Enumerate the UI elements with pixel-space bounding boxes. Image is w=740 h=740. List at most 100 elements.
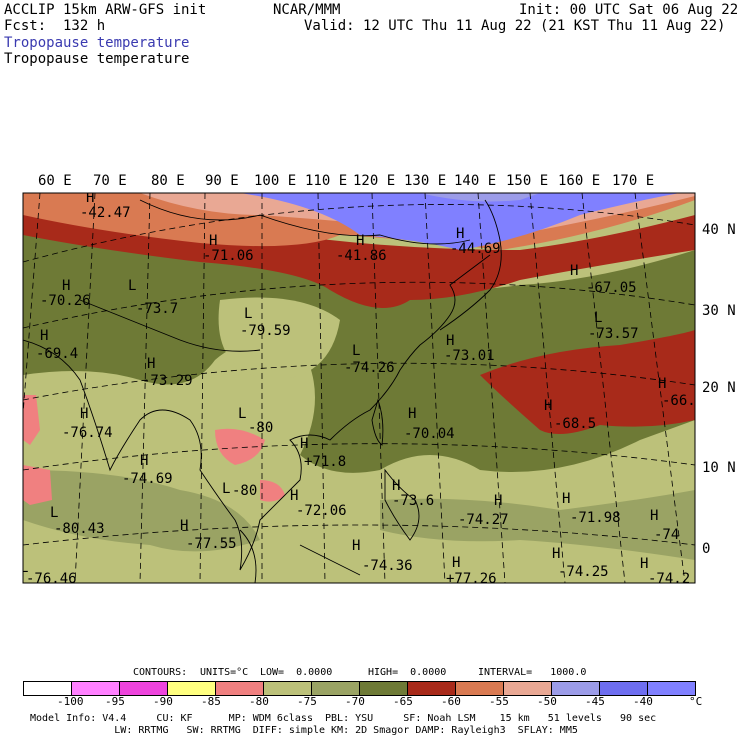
japan-coast <box>439 199 502 331</box>
colorbar-tick-label: -65 <box>393 695 413 708</box>
contour-interval: INTERVAL= 1000.0 <box>478 667 587 678</box>
field-title-primary: Tropopause temperature <box>4 35 190 51</box>
extremum-mark: H <box>494 493 502 509</box>
extremum-value: -73.57 <box>588 326 639 342</box>
extremum-value: -80 <box>248 420 273 436</box>
extremum-value: -73.6 <box>392 493 434 509</box>
extremum-mark: H <box>80 406 88 422</box>
extremum-mark: H <box>209 233 217 249</box>
forecast-hour: Fcst: 132 h <box>4 18 106 34</box>
extremum-value: -71.98 <box>570 510 621 526</box>
lon-line-140 <box>477 193 506 583</box>
model-info-line-2: LW: RRTMG SW: RRTMG DIFF: simple KM: 2D … <box>30 725 578 736</box>
colorbar-swatch <box>263 681 311 696</box>
extremum-value: +77.26 <box>446 571 497 587</box>
mainland-coast <box>23 254 491 571</box>
colorbar-tick-label: -95 <box>105 695 125 708</box>
extremum-value: -70.26 <box>40 293 91 309</box>
colorbar-tick-label: -85 <box>201 695 221 708</box>
extremum-mark: H <box>356 233 364 249</box>
extremum-mark: L <box>222 481 230 497</box>
lon-line-130 <box>424 193 446 583</box>
colorbar-unit: °C <box>689 695 703 708</box>
extremum-value: -80.43 <box>54 521 105 537</box>
lon-label: 140 E <box>454 173 496 189</box>
extremum-value: -73.29 <box>142 373 193 389</box>
tibet-light-patch <box>218 297 340 380</box>
extremum-mark: H <box>658 376 666 392</box>
extremum-value: -76.74 <box>62 425 113 441</box>
map-frame <box>22 192 696 584</box>
salmon-patch-1 <box>23 395 40 445</box>
extremum-value: -77.55 <box>186 536 237 552</box>
coastlines <box>23 199 502 583</box>
extremum-value: -41.86 <box>336 248 387 264</box>
colorbar-swatch <box>503 681 551 696</box>
colorbar-swatch <box>599 681 647 696</box>
lat-line-30 <box>23 281 695 329</box>
colorbar-swatch <box>455 681 503 696</box>
extremum-value: -42.47 <box>80 205 131 221</box>
extremum-mark: H <box>147 356 155 372</box>
colorbar-tick-label: -50 <box>537 695 557 708</box>
field-title-secondary: Tropopause temperature <box>4 51 190 67</box>
extremum-mark: L <box>20 560 28 576</box>
extremum-value: -74.2 <box>648 571 690 587</box>
model-info-line-1: Model Info: V4.4 CU: KF MP: WDM 6class P… <box>30 713 657 724</box>
lon-line-70 <box>74 193 96 583</box>
valid-time: Valid: 12 UTC Thu 11 Aug 22 (21 KST Thu … <box>304 18 726 34</box>
extremum-value: -74.25 <box>558 564 609 580</box>
extremum-mark: L <box>50 505 58 521</box>
lon-line-80 <box>139 193 151 583</box>
extremum-mark: H <box>140 453 148 469</box>
colorbar-tick-label: -90 <box>153 695 173 708</box>
colorbar-swatch <box>71 681 119 696</box>
extremum-mark: H <box>452 555 460 571</box>
extremum-mark: H <box>456 226 464 242</box>
colorbar-tick-label: -60 <box>441 695 461 708</box>
extremum-value: -74.36 <box>362 558 413 574</box>
extremum-mark: H <box>446 333 454 349</box>
graticule <box>23 193 695 583</box>
color-fill-layer <box>23 193 695 583</box>
extremum-mark: H <box>352 538 360 554</box>
lon-label: 80 E <box>151 173 185 189</box>
extremum-value: -76.46 <box>26 571 77 587</box>
extremum-value: -67.05 <box>586 280 637 296</box>
border-himalaya <box>79 299 261 352</box>
salmon-patch-2 <box>23 465 52 505</box>
colorbar-swatch <box>359 681 407 696</box>
colorbar-tick-label: -55 <box>489 695 509 708</box>
colorbar-tick-label: -75 <box>297 695 317 708</box>
model-title: ACCLIP 15km ARW-GFS init <box>4 2 207 18</box>
extremum-mark: H <box>562 491 570 507</box>
lon-label: 70 E <box>93 173 127 189</box>
colorbar-swatch <box>215 681 263 696</box>
lon-line-150 <box>529 193 566 583</box>
extremum-value: -66. <box>662 393 696 409</box>
org-label: NCAR/MMM <box>273 2 341 18</box>
salmon-patch-3 <box>215 428 265 465</box>
lon-label: 130 E <box>404 173 446 189</box>
extremum-value: -70.04 <box>404 426 455 442</box>
olive-patch-west <box>23 470 260 552</box>
lon-line-120 <box>371 193 386 583</box>
lon-line-170 <box>634 193 686 583</box>
lon-label: 150 E <box>506 173 548 189</box>
lon-label: 110 E <box>305 173 347 189</box>
extremum-mark: L <box>244 306 252 322</box>
extremum-mark: L <box>594 310 602 326</box>
extremum-mark: H <box>300 436 308 452</box>
lon-label: 60 E <box>38 173 72 189</box>
colorbar-tick-label: -45 <box>585 695 605 708</box>
colorbar-swatch <box>167 681 215 696</box>
extremum-mark: H <box>544 398 552 414</box>
init-time: Init: 00 UTC Sat 06 Aug 22 <box>519 2 739 18</box>
extremum-value: -44.69 <box>450 241 501 257</box>
lat-label: 40 N <box>702 222 736 238</box>
extremum-mark: L <box>238 406 246 422</box>
colorbar-tick-label: -40 <box>633 695 653 708</box>
contour-low: LOW= 0.0000 <box>260 667 333 678</box>
colorbar-swatch <box>119 681 167 696</box>
